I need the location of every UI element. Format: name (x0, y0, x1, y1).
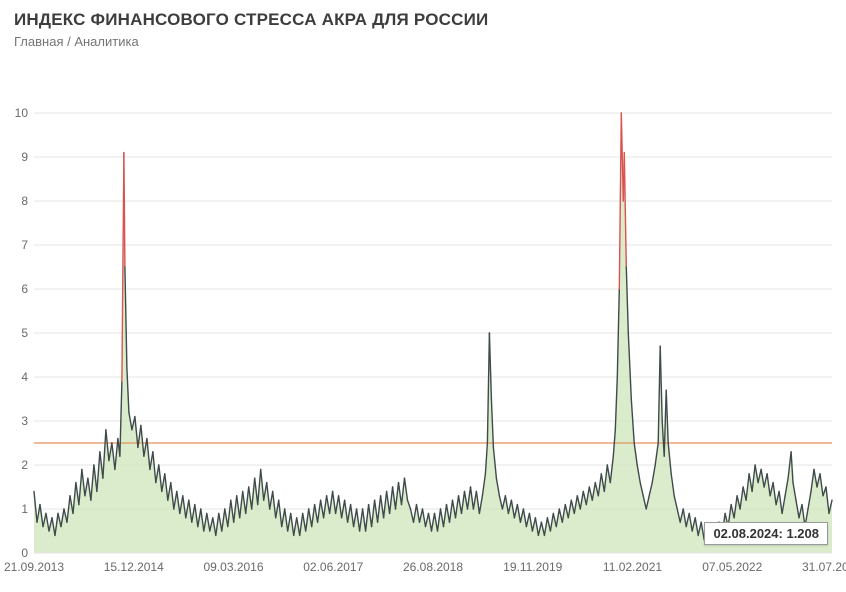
svg-text:9: 9 (21, 150, 28, 164)
svg-text:11.02.2021: 11.02.2021 (603, 560, 662, 574)
svg-text:3: 3 (21, 414, 28, 428)
chart-svg: 0 1 2 3 4 5 6 7 8 9 10 21.09.2013 15.12.2014 09.03.20… (0, 53, 846, 583)
chart-tooltip: 02.08.2024: 1.208 (704, 522, 828, 545)
svg-text:21.09.2013: 21.09.2013 (4, 560, 64, 574)
svg-text:8: 8 (21, 194, 28, 208)
breadcrumb: Главная / Аналитика (14, 34, 832, 49)
svg-text:1: 1 (21, 502, 28, 516)
svg-text:26.08.2018: 26.08.2018 (403, 560, 463, 574)
svg-text:09.03.2016: 09.03.2016 (203, 560, 263, 574)
svg-text:10: 10 (15, 106, 29, 120)
svg-text:0: 0 (21, 546, 28, 560)
svg-text:07.05.2022: 07.05.2022 (702, 560, 762, 574)
svg-text:15.12.2014: 15.12.2014 (104, 560, 164, 574)
stress-index-chart[interactable]: 0 1 2 3 4 5 6 7 8 9 10 21.09.2013 15.12.2014 09.03.20… (0, 53, 846, 583)
breadcrumb-home[interactable]: Главная (14, 34, 63, 49)
svg-text:19.11.2019: 19.11.2019 (503, 560, 562, 574)
breadcrumb-section[interactable]: Аналитика (74, 34, 138, 49)
svg-text:5: 5 (21, 326, 28, 340)
page-title: ИНДЕКС ФИНАНСОВОГО СТРЕССА АКРА ДЛЯ РОСС… (14, 10, 832, 30)
breadcrumb-sep: / (63, 34, 74, 49)
svg-text:7: 7 (21, 238, 28, 252)
svg-text:6: 6 (21, 282, 28, 296)
svg-text:31.07.2023: 31.07.2023 (802, 560, 846, 574)
svg-text:2: 2 (21, 458, 28, 472)
svg-text:02.06.2017: 02.06.2017 (303, 560, 363, 574)
svg-text:4: 4 (21, 370, 28, 384)
